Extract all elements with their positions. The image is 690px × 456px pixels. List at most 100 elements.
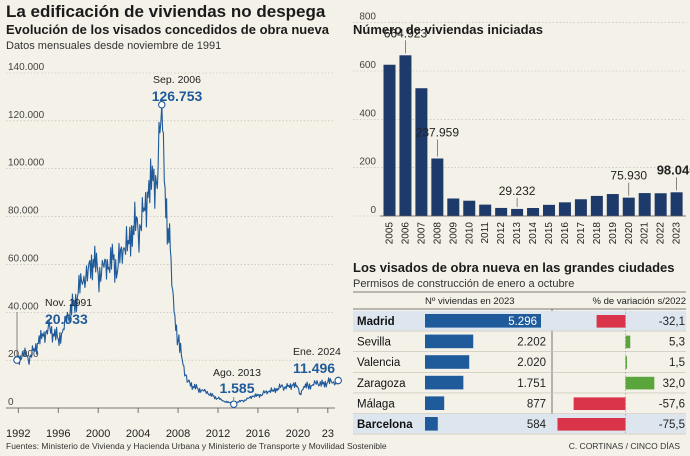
line-xtick-label: 2004 bbox=[126, 428, 150, 440]
line-ytick-label: 100.000 bbox=[8, 158, 45, 169]
bar-2021 bbox=[638, 193, 651, 216]
table-variation-value: -32,1 bbox=[659, 316, 685, 328]
table-variation-bar bbox=[625, 356, 627, 369]
bar-2006 bbox=[399, 55, 412, 217]
bar-2011 bbox=[479, 204, 492, 216]
line-xtick-label: 2016 bbox=[246, 428, 270, 440]
table-variation-value: 5,3 bbox=[669, 337, 685, 349]
bar-chart-subtitle: Número de viviendas iniciadas bbox=[353, 22, 544, 37]
bar-2008 bbox=[431, 158, 444, 216]
bar-2016 bbox=[558, 202, 571, 216]
bar-xtick-label: 2010 bbox=[464, 222, 475, 245]
bar-xtick-label: 2015 bbox=[544, 222, 555, 245]
table-variation-bar bbox=[625, 335, 631, 349]
table-city-name: Málaga bbox=[357, 398, 395, 410]
bar-2009 bbox=[447, 198, 460, 216]
bar-2023 bbox=[670, 192, 683, 216]
table-viviendas-bar bbox=[425, 355, 470, 369]
line-ytick-label: 0 bbox=[8, 397, 14, 408]
annotation-date: Ene. 2024 bbox=[293, 346, 341, 358]
bar-xtick-label: 2021 bbox=[640, 222, 651, 245]
bar-xtick-label: 2007 bbox=[416, 222, 427, 245]
table-col-viviendas: Nº viviendas en 2023 bbox=[425, 296, 515, 307]
table-variation-value: 1,5 bbox=[669, 357, 685, 369]
line-xtick-label: 1992 bbox=[6, 428, 30, 440]
annotation-marker bbox=[158, 100, 166, 109]
table-variation-bar bbox=[596, 315, 626, 328]
annotation-date: Nov. 1991 bbox=[45, 297, 92, 309]
bar-2020 bbox=[622, 197, 635, 216]
annotation-date: Ago. 2013 bbox=[213, 367, 261, 379]
bar-xtick-label: 2014 bbox=[528, 222, 539, 245]
page-title: La edificación de viviendas no despega bbox=[6, 2, 326, 21]
line-series-visados bbox=[16, 104, 339, 405]
bar-xtick-label: 2008 bbox=[432, 222, 443, 245]
bar-value-label: 29.232 bbox=[499, 184, 536, 198]
annotation-marker bbox=[230, 400, 238, 408]
table-viviendas-bar bbox=[425, 334, 474, 349]
table-city-name: Sevilla bbox=[357, 337, 391, 349]
bar-2022 bbox=[654, 193, 667, 216]
table-viviendas-bar bbox=[425, 417, 438, 431]
bar-2017 bbox=[574, 199, 587, 216]
line-xtick-label: 23 bbox=[322, 428, 334, 440]
table-variation-value: 32,0 bbox=[663, 378, 685, 390]
line-ytick-label: 40.000 bbox=[8, 301, 39, 312]
bar-2019 bbox=[606, 194, 619, 216]
bar-xtick-label: 2005 bbox=[385, 222, 396, 245]
table-viviendas-value: 2.020 bbox=[517, 357, 546, 369]
bar-xtick-label: 2023 bbox=[672, 222, 683, 245]
bar-2005 bbox=[383, 64, 396, 216]
table-variation-bar bbox=[573, 397, 626, 410]
bar-2013 bbox=[511, 208, 524, 216]
bar-xtick-label: 2009 bbox=[448, 222, 459, 245]
bar-ytick-label: 400 bbox=[359, 108, 376, 119]
line-xtick-label: 2020 bbox=[286, 428, 310, 440]
line-xtick-label: 2012 bbox=[206, 428, 230, 440]
bar-xtick-label: 2012 bbox=[496, 222, 507, 245]
bar-2014 bbox=[527, 208, 540, 216]
table-variation-bar bbox=[557, 418, 626, 431]
table-viviendas-value: 2.202 bbox=[517, 337, 546, 349]
sources-footer: Fuentes: Ministerio de Vivienda y Hacien… bbox=[6, 441, 387, 451]
line-xtick-label: 2008 bbox=[166, 428, 190, 440]
line-xtick-label: 1996 bbox=[46, 428, 70, 440]
table-subtitle: Los visados de obra nueva en las grandes… bbox=[353, 260, 675, 275]
annotation-marker bbox=[13, 356, 21, 364]
bar-ytick-label: 600 bbox=[359, 60, 376, 71]
bar-value-label: 237.959 bbox=[416, 125, 460, 139]
bar-xtick-label: 2018 bbox=[592, 222, 603, 245]
bar-value-label: 75.930 bbox=[610, 169, 647, 183]
bar-value-label: 98.040 bbox=[657, 162, 690, 177]
bar-xtick-label: 2019 bbox=[608, 222, 619, 245]
table-city-name: Madrid bbox=[357, 316, 395, 328]
line-chart-note: Datos mensuales desde noviembre de 1991 bbox=[6, 40, 222, 52]
annotation-value: 126.753 bbox=[152, 88, 203, 104]
annotation-marker bbox=[334, 376, 342, 385]
table-viviendas-bar bbox=[425, 375, 464, 390]
bar-2012 bbox=[495, 207, 508, 216]
bar-2018 bbox=[590, 195, 603, 216]
table-viviendas-bar bbox=[425, 314, 541, 328]
line-ytick-label: 140.000 bbox=[8, 62, 45, 73]
table-city-name: Valencia bbox=[357, 357, 401, 369]
annotation-value: 1.585 bbox=[219, 380, 254, 396]
bar-ytick-label: 0 bbox=[370, 205, 376, 216]
bar-xtick-label: 2020 bbox=[624, 222, 635, 245]
table-viviendas-value: 584 bbox=[527, 419, 547, 431]
line-ytick-label: 80.000 bbox=[8, 206, 39, 217]
bar-2015 bbox=[543, 204, 555, 216]
table-viviendas-value: 1.751 bbox=[517, 378, 546, 390]
annotation-date: Sep. 2006 bbox=[153, 74, 201, 86]
bar-xtick-label: 2006 bbox=[400, 222, 411, 245]
table-viviendas-value: 877 bbox=[527, 398, 546, 410]
bar-2007 bbox=[415, 88, 428, 216]
line-chart-subtitle: Evolución de los visados concedidos de o… bbox=[6, 22, 329, 37]
bar-ytick-label: 800 bbox=[359, 12, 376, 23]
bar-xtick-label: 2013 bbox=[512, 222, 523, 245]
line-xtick-label: 2000 bbox=[86, 428, 110, 440]
bar-xtick-label: 2011 bbox=[480, 222, 491, 244]
line-ytick-label: 60.000 bbox=[8, 253, 39, 264]
table-note: Permisos de construcción de enero a octu… bbox=[353, 278, 575, 290]
